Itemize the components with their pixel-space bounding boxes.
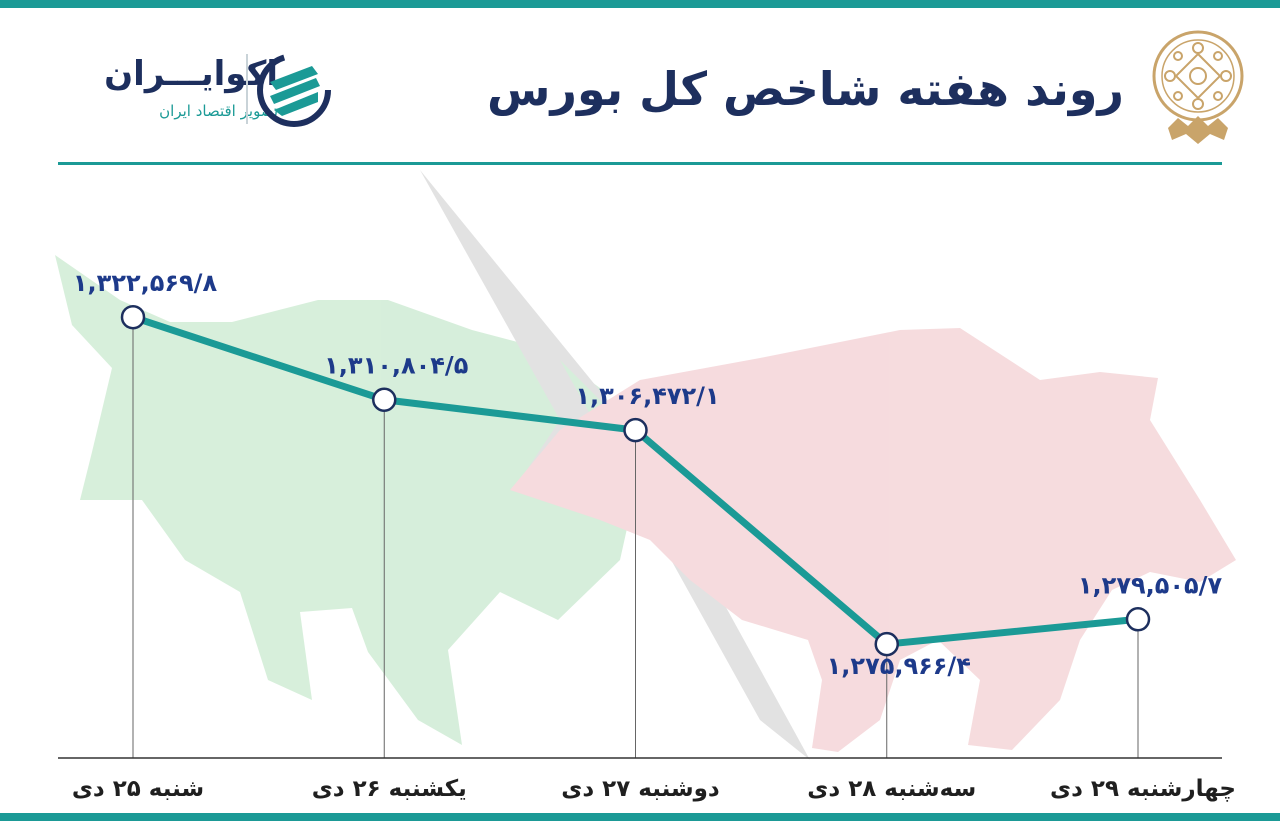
page-title: روند هفته شاخص کل بورس: [487, 62, 1124, 116]
data-point: [623, 417, 648, 443]
brand-logo: اکوایـــران تصویر اقتصاد ایران: [66, 46, 346, 136]
data-label: ۱,۳۱۰,۸۰۴/۵: [324, 352, 468, 380]
stock-exchange-seal-icon: [1152, 30, 1244, 144]
data-label: ۱,۳۰۶,۴۷۲/۱: [575, 382, 719, 410]
data-label: ۱,۲۷۵,۹۶۶/۴: [827, 652, 971, 680]
x-tick-label: سه‌شنبه ۲۸ دی: [807, 776, 976, 802]
bear-watermark-shape: [510, 328, 1236, 752]
x-tick-label: شنبه ۲۵ دی: [72, 776, 204, 802]
data-label: ۱,۲۷۹,۵۰۵/۷: [1078, 571, 1223, 599]
data-point: [372, 387, 397, 412]
bottom-accent-bar: [0, 813, 1280, 821]
header-divider: [58, 162, 1222, 165]
top-accent-bar: [0, 0, 1280, 8]
x-tick-label: چهارشنبه ۲۹ دی: [1050, 776, 1236, 802]
data-label: ۱,۳۲۲,۵۶۹/۸: [73, 269, 218, 297]
bull-watermark-shape: [55, 255, 640, 745]
ecoiran-logo-icon: [257, 53, 331, 127]
x-tick-label: دوشنبه ۲۷ دی: [561, 776, 720, 802]
bull-bear-watermark: [55, 170, 1236, 760]
x-tick-label: یکشنبه ۲۶ دی: [312, 776, 467, 802]
data-point: [874, 631, 899, 657]
brand-divider: [246, 54, 248, 124]
data-point: [120, 304, 146, 330]
brand-name: اکوایـــران: [104, 54, 278, 94]
brand-tagline: تصویر اقتصاد ایران: [159, 102, 278, 120]
data-point: [1125, 607, 1151, 632]
